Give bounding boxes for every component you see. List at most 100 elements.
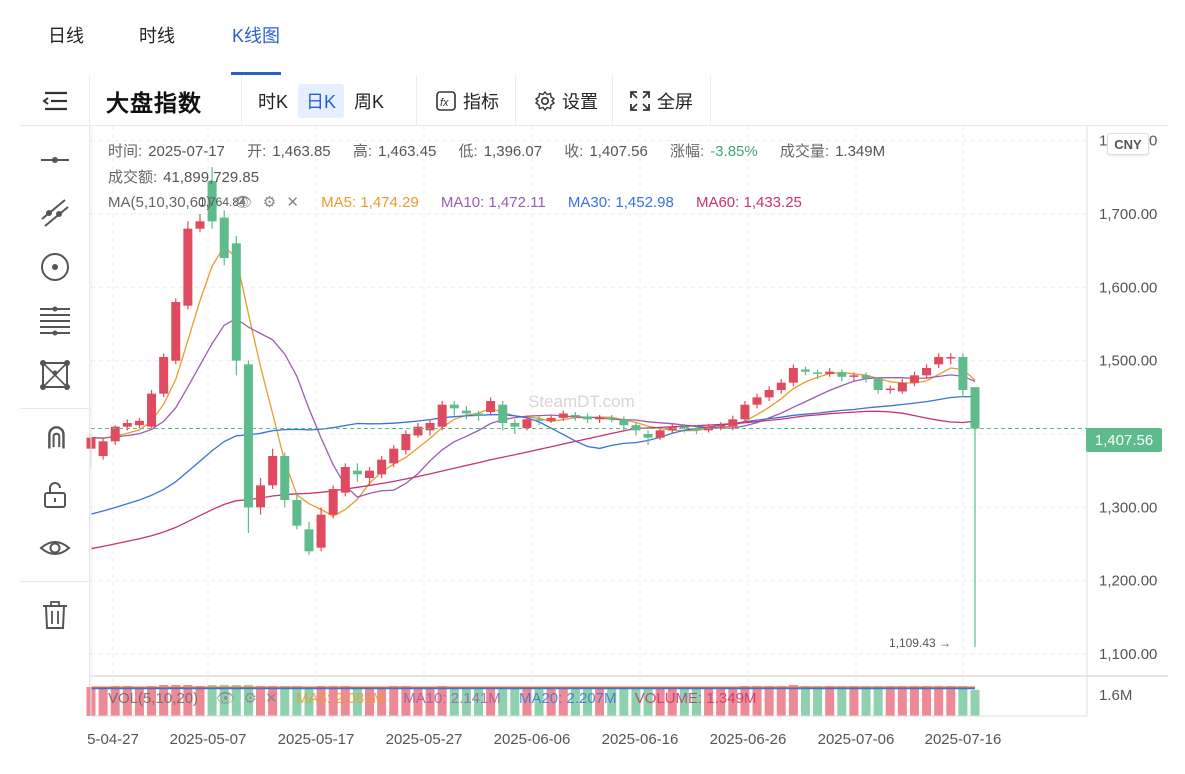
candle-body[interactable] [643, 434, 653, 438]
candle-body[interactable] [377, 459, 387, 475]
candle-body[interactable] [764, 390, 774, 398]
candle-body[interactable] [280, 456, 290, 500]
candle-body[interactable] [413, 426, 423, 436]
ma-close-icon[interactable]: ✕ [286, 194, 299, 211]
candle-body[interactable] [474, 413, 484, 416]
currency-badge[interactable]: CNY [1107, 133, 1149, 155]
candle-body[interactable] [304, 529, 314, 552]
candle-body[interactable] [522, 419, 532, 429]
vol-settings-icon[interactable]: ⚙ [243, 690, 257, 707]
candle-body[interactable] [776, 382, 786, 390]
circle-tool[interactable] [37, 249, 73, 285]
candle-body[interactable] [691, 428, 701, 431]
candle-body[interactable] [449, 404, 459, 409]
collapse-sidebar-button[interactable] [20, 76, 90, 126]
candle-body[interactable] [570, 414, 580, 417]
candle-body[interactable] [534, 419, 544, 421]
polygon-tool[interactable] [37, 357, 73, 393]
candle-body[interactable] [110, 426, 120, 442]
candle-body[interactable] [728, 419, 738, 427]
candle-body[interactable] [788, 368, 798, 383]
candle-body[interactable] [243, 364, 253, 508]
candle-body[interactable] [619, 419, 629, 426]
candle-body[interactable] [147, 393, 157, 427]
tab-hourly-line[interactable]: 时线 [139, 26, 175, 46]
candle-body[interactable] [510, 423, 520, 427]
fibonacci-tool[interactable] [37, 303, 73, 339]
tab-daily-line[interactable]: 日线 [48, 26, 84, 46]
tab-kline-chart[interactable]: K线图 [232, 26, 281, 46]
candle-body[interactable] [171, 302, 181, 361]
fullscreen-button[interactable]: 全屏 [621, 84, 701, 118]
delete-drawings-tool[interactable] [37, 597, 73, 633]
candle-body[interactable] [934, 357, 944, 365]
candle-body[interactable] [970, 387, 980, 429]
candle-body[interactable] [595, 417, 605, 420]
candle-body[interactable] [389, 448, 399, 464]
candle-body[interactable] [958, 357, 968, 390]
candle-body[interactable] [631, 425, 641, 431]
candle-body[interactable] [909, 375, 919, 383]
volume-bar [885, 685, 895, 716]
candle-body[interactable] [122, 423, 132, 427]
candle-body[interactable] [861, 375, 871, 379]
candle-body[interactable] [159, 357, 169, 394]
lock-tool[interactable] [37, 477, 73, 513]
candle-body[interactable] [195, 221, 205, 229]
magnet-tool[interactable] [37, 422, 73, 458]
vol-close-icon[interactable]: ✕ [265, 690, 278, 707]
candle-body[interactable] [582, 416, 592, 420]
candle-body[interactable] [256, 485, 266, 508]
candle-body[interactable] [546, 417, 556, 421]
candle-body[interactable] [425, 423, 435, 431]
candle-body[interactable] [922, 368, 932, 376]
candle-body[interactable] [292, 500, 302, 526]
candle-body[interactable] [498, 404, 508, 423]
candle-body[interactable] [813, 372, 823, 374]
period-day-k-button[interactable]: 日K [298, 84, 345, 118]
candle-body[interactable] [849, 375, 859, 377]
candle-body[interactable] [352, 470, 362, 475]
candle-body[interactable] [655, 430, 665, 438]
ma-settings-icon[interactable]: ⚙ [262, 194, 277, 211]
period-hour-k-button[interactable]: 时K [258, 92, 289, 112]
indicator-button[interactable]: fx 指标 [427, 84, 507, 118]
candle-body[interactable] [558, 413, 568, 418]
settings-button[interactable]: 设置 [526, 84, 606, 118]
candle-body[interactable] [716, 425, 726, 427]
vol-visibility-icon[interactable]: 👁 [216, 690, 236, 707]
ma-visibility-icon[interactable]: 👁 [233, 194, 253, 211]
candle-body[interactable] [679, 426, 689, 429]
candle-body[interactable] [316, 514, 326, 548]
candle-body[interactable] [401, 434, 411, 451]
candle-body[interactable] [885, 388, 895, 391]
candle-body[interactable] [207, 181, 217, 222]
candle-body[interactable] [837, 372, 847, 377]
trend-line-tool[interactable] [37, 195, 73, 231]
candle-body[interactable] [340, 467, 350, 493]
candle-body[interactable] [825, 371, 835, 374]
candle-body[interactable] [740, 404, 750, 420]
candle-body[interactable] [231, 243, 241, 361]
candle-body[interactable] [219, 217, 229, 258]
candle-body[interactable] [437, 404, 447, 427]
candle-body[interactable] [486, 401, 496, 412]
candle-body[interactable] [134, 420, 144, 426]
candle-body[interactable] [873, 379, 883, 390]
candle-body[interactable] [461, 410, 471, 414]
candle-body[interactable] [98, 441, 108, 456]
candle-body[interactable] [183, 228, 193, 306]
y-tick-label: 1,200.00 [1099, 573, 1157, 590]
candle-body[interactable] [752, 397, 762, 405]
candle-body[interactable] [897, 382, 907, 392]
candle-body[interactable] [328, 489, 338, 515]
candle-body[interactable] [800, 369, 810, 372]
candle-body[interactable] [365, 470, 375, 478]
visibility-tool[interactable] [37, 530, 73, 566]
period-week-k-button[interactable]: 周K [354, 92, 385, 112]
candle-body[interactable] [946, 357, 956, 359]
horizontal-line-tool[interactable] [37, 142, 73, 178]
candle-body[interactable] [268, 456, 278, 486]
candle-body[interactable] [607, 417, 617, 420]
